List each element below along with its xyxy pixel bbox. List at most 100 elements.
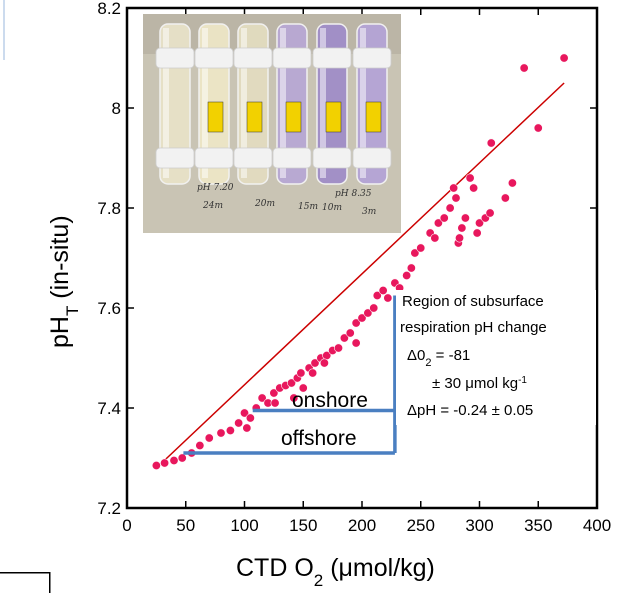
delta-ph-label: ΔpH = -0.24 ± 0.05	[407, 402, 533, 419]
x-tick-label: 100	[230, 516, 258, 535]
data-point	[298, 383, 308, 393]
fragment-line	[0, 572, 50, 574]
data-point	[519, 63, 529, 73]
data-point	[345, 328, 355, 338]
x-tick-label: 300	[465, 516, 493, 535]
data-point	[151, 460, 161, 470]
data-point	[559, 53, 569, 63]
tube-cap-top	[352, 47, 392, 69]
x-tick-label: 200	[348, 516, 376, 535]
photo-caption-5: pH 8.35	[335, 189, 372, 199]
tube-label-tag	[246, 101, 263, 133]
data-point	[485, 208, 495, 218]
uncertainty-text: ± 30 μmol kg	[432, 375, 518, 392]
photo-caption-4: 10m	[322, 203, 342, 213]
data-point	[357, 313, 367, 323]
data-point	[430, 233, 440, 243]
data-point	[204, 433, 214, 443]
x-axis-label-subscript: 2	[314, 571, 323, 590]
y-axis-label-subscript: T	[63, 306, 82, 316]
x-axis-label-units: (μmol/kg)	[323, 554, 435, 582]
tube-cap-bottom	[194, 147, 234, 169]
tube-highlight	[360, 28, 366, 178]
delta-o2-subscript: 2	[425, 357, 431, 369]
x-tick-label: 0	[122, 516, 131, 535]
data-point	[416, 243, 426, 253]
data-point	[225, 425, 235, 435]
y-tick-label: 8	[112, 99, 121, 118]
region-label-line2: respiration pH change	[400, 319, 547, 336]
data-point	[286, 378, 296, 388]
x-axis-label: CTD O2 (μmol/kg)	[236, 554, 435, 590]
tube-cap-top	[155, 47, 195, 69]
data-point	[507, 178, 517, 188]
data-point	[339, 333, 349, 343]
data-point	[460, 213, 470, 223]
fragment-line-vertical	[49, 572, 51, 593]
annotation-background	[396, 290, 596, 425]
data-point	[433, 218, 443, 228]
tube-cap-bottom	[312, 147, 352, 169]
data-point	[533, 123, 543, 133]
data-points	[151, 53, 569, 470]
data-point	[472, 228, 482, 238]
onshore-label: onshore	[292, 389, 368, 412]
tube-cap-bottom	[233, 147, 273, 169]
data-point	[169, 455, 179, 465]
tube-cap-bottom	[155, 147, 195, 169]
photo-caption-0: pH 7.20	[197, 183, 234, 193]
data-point	[257, 393, 267, 403]
data-point	[500, 193, 510, 203]
x-tick-label: 400	[583, 516, 611, 535]
data-point	[449, 183, 459, 193]
data-point	[383, 293, 393, 303]
data-point	[402, 270, 412, 280]
bracket-lines	[183, 295, 397, 455]
y-tick-label: 7.8	[97, 199, 121, 218]
tube-label-tag	[365, 101, 382, 133]
delta-o2-value: = -81	[432, 347, 471, 364]
data-point	[216, 428, 226, 438]
photo-caption-3: 15m	[298, 202, 318, 212]
tube-cap-bottom	[272, 147, 312, 169]
data-point	[369, 303, 379, 313]
data-point	[372, 290, 382, 300]
delta-o2-symbol: Δ0	[407, 347, 425, 364]
tube-highlight	[202, 28, 208, 178]
tube-label-tag	[285, 101, 302, 133]
offshore-label: offshore	[281, 427, 357, 450]
data-point	[177, 453, 187, 463]
y-axis-label-rest: (in-situ)	[46, 215, 74, 305]
y-tick-label: 8.2	[97, 0, 121, 18]
data-point	[242, 423, 252, 433]
data-point	[289, 393, 299, 403]
data-point	[486, 138, 496, 148]
data-point	[445, 203, 455, 213]
data-point	[469, 183, 479, 193]
y-tick-label: 7.6	[97, 299, 121, 318]
uncertainty-superscript: -1	[518, 375, 527, 386]
data-point	[410, 248, 420, 258]
tubes	[155, 23, 392, 185]
data-point	[351, 318, 361, 328]
x-tick-label: 50	[176, 516, 195, 535]
tube-cap-bottom	[352, 147, 392, 169]
tube-highlight	[241, 28, 247, 178]
data-point	[333, 343, 343, 353]
data-point	[319, 358, 329, 368]
data-point	[455, 233, 465, 243]
data-point	[457, 223, 467, 233]
data-point	[363, 308, 373, 318]
data-point	[439, 213, 449, 223]
tube-cap-top	[194, 47, 234, 69]
photo-caption-2: 20m	[254, 199, 275, 209]
region-label-line1: Region of subsurface	[402, 293, 544, 310]
data-point	[474, 218, 484, 228]
tick-labels: 0 50 100 150 200 250 300 350 400 7.2 7.4 7.6 7.8 8 8.2	[97, 0, 611, 535]
x-axis-label-text: CTD O	[236, 554, 314, 582]
data-point	[451, 193, 461, 203]
tube-cap-top	[272, 47, 312, 69]
x-tick-label: 150	[289, 516, 317, 535]
tube-label-tag	[207, 101, 224, 133]
y-tick-label: 7.4	[97, 399, 121, 418]
